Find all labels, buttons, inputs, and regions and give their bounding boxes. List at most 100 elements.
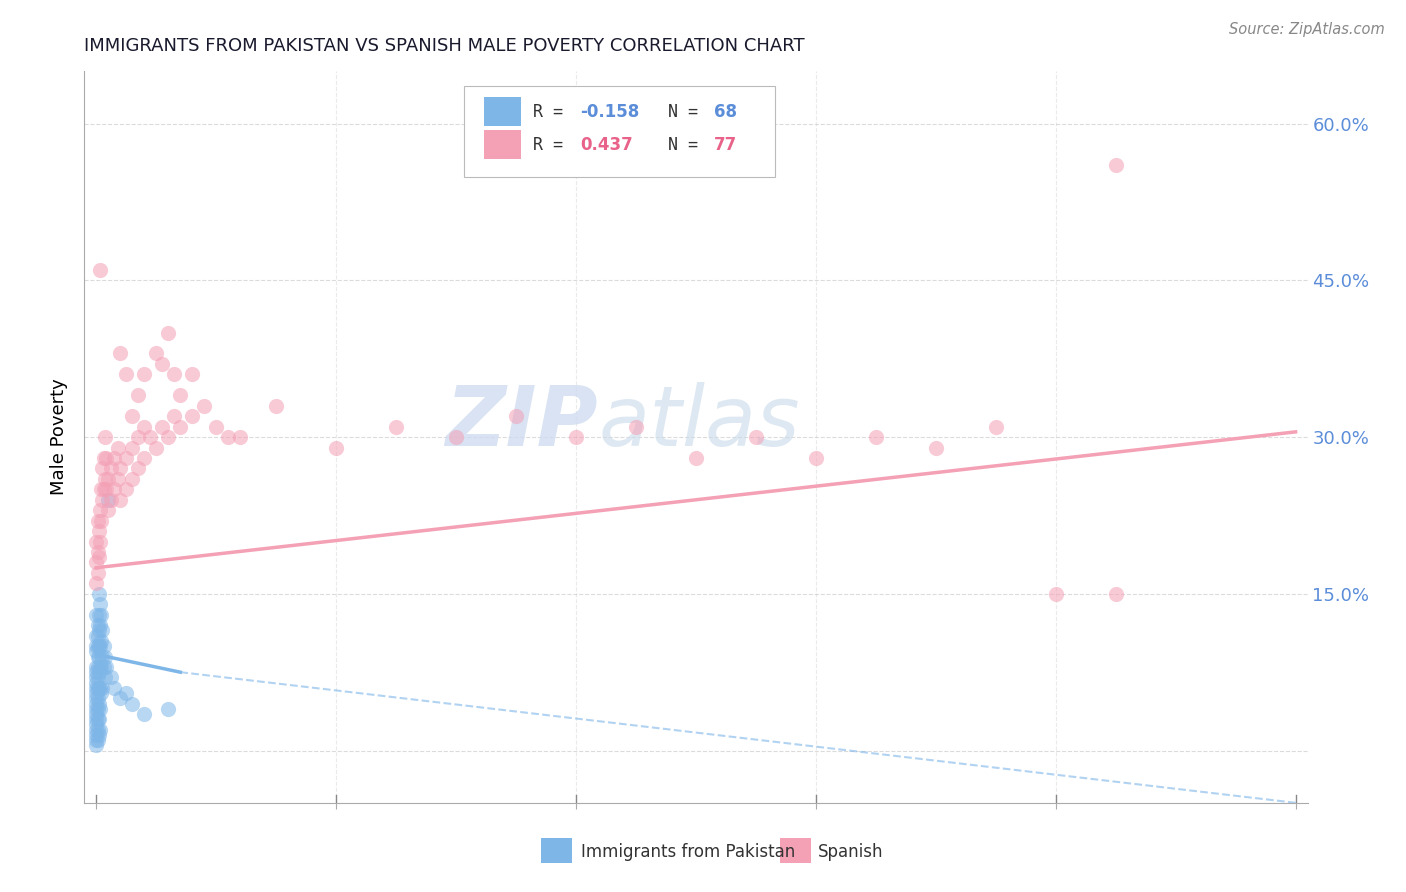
Point xyxy=(1105,587,1128,601)
Point xyxy=(86,576,108,591)
Point xyxy=(115,686,138,700)
Point xyxy=(87,697,110,711)
Point xyxy=(87,712,110,726)
Point xyxy=(89,702,111,716)
FancyBboxPatch shape xyxy=(464,86,776,178)
Point xyxy=(86,514,108,528)
Point xyxy=(100,492,122,507)
Point xyxy=(91,492,114,507)
Point xyxy=(100,670,122,684)
Point xyxy=(181,368,204,382)
Point xyxy=(984,419,1007,434)
Point xyxy=(89,263,111,277)
Point xyxy=(86,728,108,742)
Text: IMMIGRANTS FROM PAKISTAN VS SPANISH MALE POVERTY CORRELATION CHART: IMMIGRANTS FROM PAKISTAN VS SPANISH MALE… xyxy=(84,37,806,54)
Point xyxy=(93,483,115,497)
Point xyxy=(804,450,827,465)
Point xyxy=(87,649,110,664)
Point xyxy=(89,723,111,737)
Point xyxy=(157,326,180,340)
Point xyxy=(325,441,347,455)
Point xyxy=(134,368,156,382)
Point xyxy=(86,660,108,674)
Point xyxy=(93,639,115,653)
Point xyxy=(86,702,108,716)
Point xyxy=(93,430,117,444)
Text: N =: N = xyxy=(668,103,707,120)
Point xyxy=(86,717,108,731)
Point xyxy=(87,681,110,695)
Point xyxy=(86,681,108,695)
Point xyxy=(87,624,110,638)
Point xyxy=(134,706,156,721)
Point xyxy=(90,660,112,674)
Point xyxy=(205,419,228,434)
Point xyxy=(110,346,132,360)
Point xyxy=(624,419,647,434)
Point xyxy=(385,419,408,434)
Point xyxy=(91,461,114,475)
Point xyxy=(150,419,173,434)
Text: Immigrants from Pakistan: Immigrants from Pakistan xyxy=(581,843,794,861)
Point xyxy=(86,712,108,726)
Point xyxy=(157,430,180,444)
Point xyxy=(86,697,108,711)
Point xyxy=(87,550,110,565)
Point xyxy=(865,430,887,444)
Point xyxy=(115,450,138,465)
Text: atlas: atlas xyxy=(598,382,800,463)
Point xyxy=(90,514,112,528)
Point xyxy=(91,681,114,695)
Point xyxy=(87,728,110,742)
Point xyxy=(86,681,108,695)
Point xyxy=(86,660,108,674)
Point xyxy=(86,691,108,706)
Point xyxy=(121,441,143,455)
Point xyxy=(93,450,115,465)
Point xyxy=(89,681,111,695)
Point xyxy=(87,587,110,601)
Point xyxy=(93,660,115,674)
Point xyxy=(925,441,948,455)
Point xyxy=(121,697,143,711)
Point xyxy=(505,409,527,424)
Point xyxy=(89,639,111,653)
FancyBboxPatch shape xyxy=(484,130,522,159)
Point xyxy=(1045,587,1067,601)
Point xyxy=(86,702,108,716)
Point xyxy=(115,483,138,497)
Point xyxy=(115,368,138,382)
Point xyxy=(145,441,167,455)
Point xyxy=(86,639,108,653)
Point xyxy=(121,409,143,424)
Point xyxy=(89,597,111,611)
Point xyxy=(86,723,108,737)
Point xyxy=(93,670,117,684)
Point xyxy=(127,430,149,444)
Point xyxy=(89,534,111,549)
Point xyxy=(103,483,125,497)
Text: R =: R = xyxy=(533,103,574,120)
Point xyxy=(86,706,108,721)
Point xyxy=(86,545,108,559)
Point xyxy=(86,644,108,658)
Point xyxy=(107,441,129,455)
Point xyxy=(97,472,120,486)
Text: N =: N = xyxy=(668,136,707,153)
Text: Source: ZipAtlas.com: Source: ZipAtlas.com xyxy=(1229,22,1385,37)
Point xyxy=(94,660,117,674)
Point xyxy=(229,430,252,444)
Point xyxy=(217,430,239,444)
Point xyxy=(91,649,114,664)
Point xyxy=(127,461,149,475)
Point xyxy=(90,633,112,648)
Text: 0.437: 0.437 xyxy=(579,136,633,153)
Point xyxy=(90,483,112,497)
Point xyxy=(87,607,110,622)
Text: ZIP: ZIP xyxy=(446,382,598,463)
Point xyxy=(127,388,149,402)
Point xyxy=(87,524,110,538)
Point xyxy=(86,733,108,747)
Point xyxy=(86,629,108,643)
Point xyxy=(110,492,132,507)
